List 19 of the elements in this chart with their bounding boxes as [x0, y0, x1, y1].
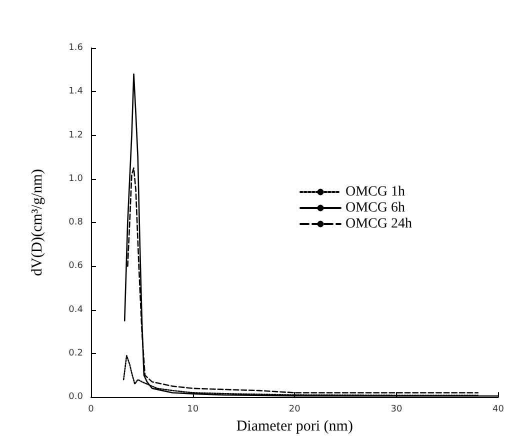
y-tick-label: 1.0 [68, 174, 84, 184]
y-axis-title: dV(D)(cm³/g/nm) [30, 169, 46, 276]
x-axis-title: Diameter pori (nm) [236, 418, 353, 434]
legend-label: OMCG 6h [345, 200, 406, 216]
legend-label: OMCG 1h [345, 184, 406, 200]
legend-label: OMCG 24h [345, 216, 412, 232]
y-tick-label: 1.4 [68, 86, 84, 97]
y-tick-label: 0.8 [68, 218, 84, 228]
x-tick-label: 0 [88, 404, 94, 415]
y-tick-label: 0.2 [68, 348, 83, 358]
y-tick-label: 0.0 [68, 392, 84, 402]
y-tick-label: 1.6 [68, 43, 84, 53]
x-tick-label: 20 [288, 404, 301, 415]
y-tick-label: 1.2 [68, 130, 83, 140]
y-tick-label: 0.6 [68, 261, 84, 272]
x-tick-label: 10 [187, 404, 199, 415]
x-tick-label: 40 [492, 404, 504, 415]
x-tick-label: 30 [390, 404, 402, 415]
y-tick-label: 0.4 [68, 304, 84, 315]
